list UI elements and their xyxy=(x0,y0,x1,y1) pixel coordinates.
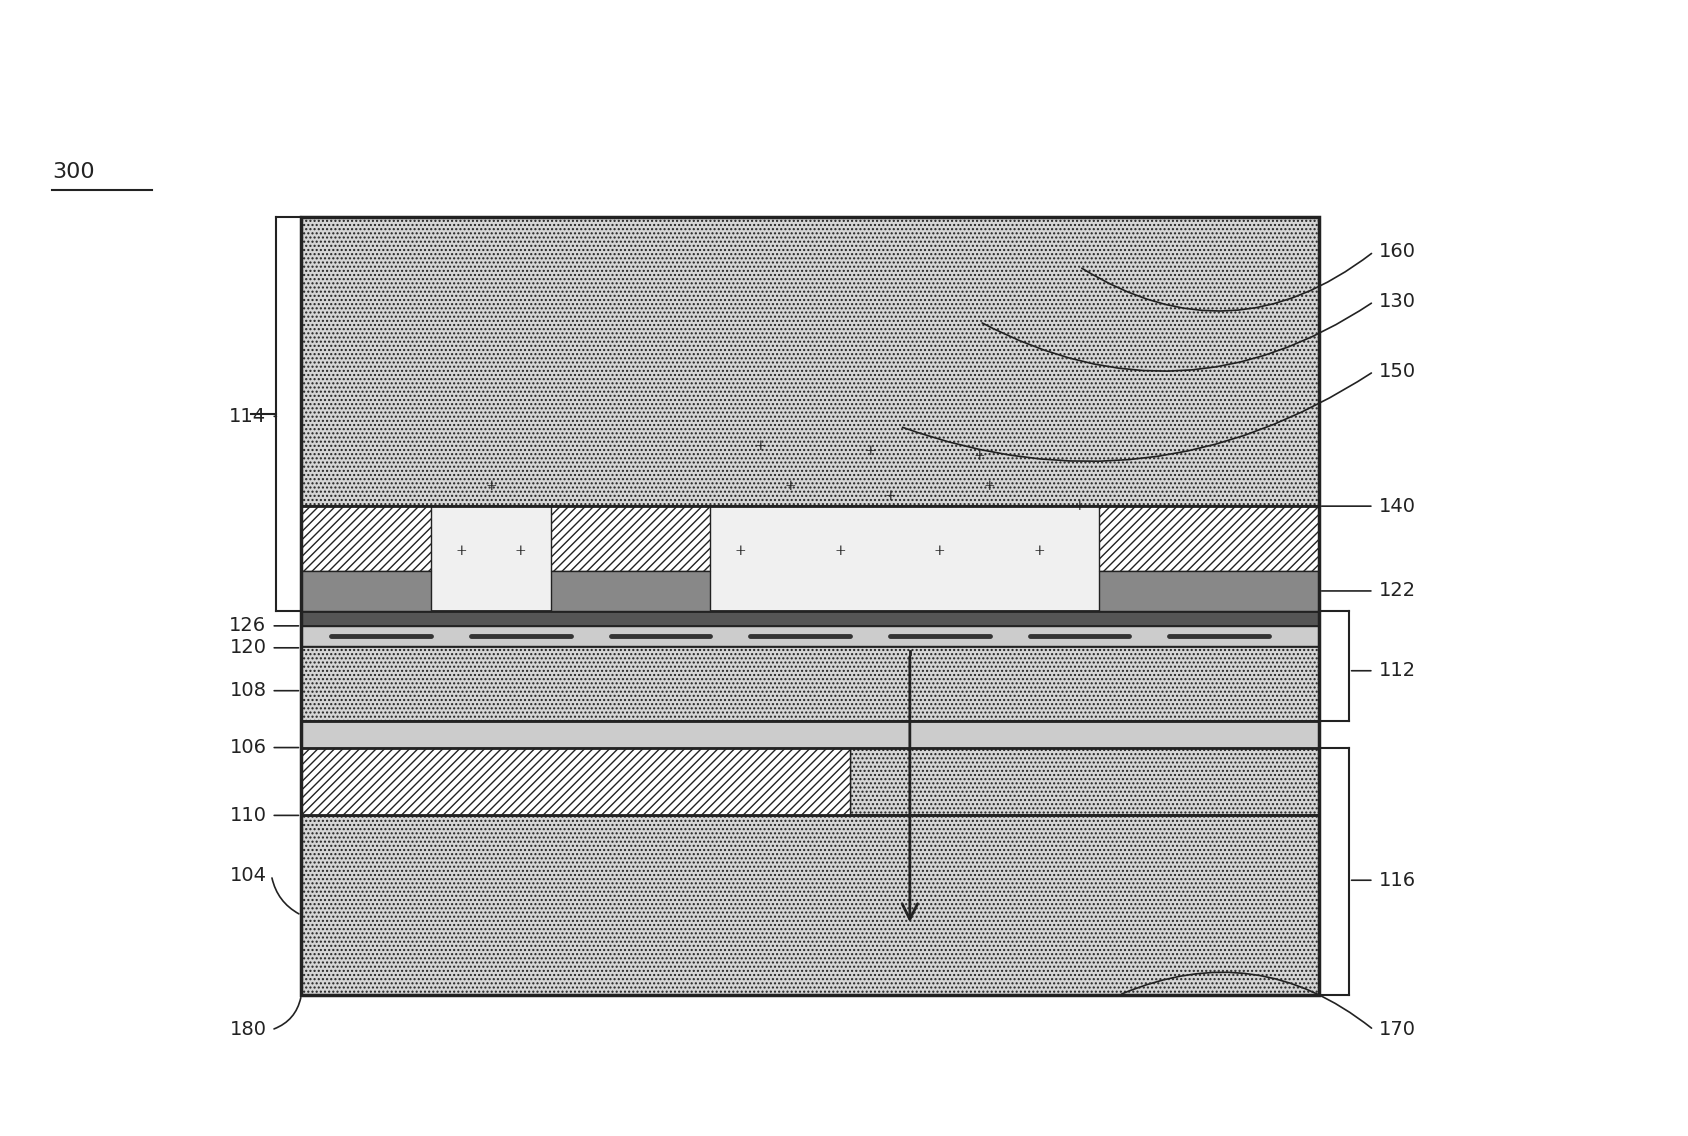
Text: 122: 122 xyxy=(1379,582,1416,601)
Text: +: + xyxy=(974,449,986,463)
Bar xyxy=(302,611,430,626)
Text: 110: 110 xyxy=(230,805,267,825)
Text: 170: 170 xyxy=(1379,1020,1416,1039)
Bar xyxy=(302,217,1318,995)
Text: 116: 116 xyxy=(1379,870,1416,889)
Bar xyxy=(1099,611,1318,626)
Bar xyxy=(550,611,711,626)
Text: 120: 120 xyxy=(230,638,267,658)
Text: +: + xyxy=(834,544,846,558)
Bar xyxy=(302,645,1318,720)
Bar xyxy=(550,507,711,571)
Text: 126: 126 xyxy=(230,617,267,635)
Text: +: + xyxy=(755,440,766,453)
Text: 114: 114 xyxy=(230,407,267,426)
Text: +: + xyxy=(1033,544,1045,558)
Text: +: + xyxy=(515,544,527,558)
Bar xyxy=(1099,507,1318,571)
Text: +: + xyxy=(734,544,746,558)
Text: +: + xyxy=(984,479,996,493)
Text: 300: 300 xyxy=(52,162,95,182)
Text: 160: 160 xyxy=(1379,242,1416,261)
Bar xyxy=(1099,571,1318,611)
Text: 150: 150 xyxy=(1379,362,1416,381)
Bar xyxy=(851,747,1318,816)
Text: +: + xyxy=(785,479,797,493)
Text: 180: 180 xyxy=(230,1020,267,1039)
Text: 112: 112 xyxy=(1379,661,1416,680)
Bar xyxy=(302,217,1318,507)
Text: 130: 130 xyxy=(1379,292,1416,311)
Text: +: + xyxy=(1074,499,1085,513)
Text: 140: 140 xyxy=(1379,496,1416,516)
Text: 108: 108 xyxy=(230,682,267,700)
Bar xyxy=(302,507,430,571)
Bar xyxy=(302,571,430,611)
Text: +: + xyxy=(885,490,896,503)
Bar xyxy=(302,720,1318,747)
Bar xyxy=(302,611,1318,626)
Bar xyxy=(302,747,851,816)
Text: +: + xyxy=(864,444,876,458)
Text: +: + xyxy=(456,544,468,558)
Bar xyxy=(302,816,1318,995)
Text: +: + xyxy=(484,479,496,493)
Bar xyxy=(302,507,1318,611)
Bar xyxy=(302,626,1318,645)
Text: 104: 104 xyxy=(230,866,267,885)
Bar xyxy=(550,571,711,611)
Text: 106: 106 xyxy=(230,738,267,757)
Text: +: + xyxy=(933,544,945,558)
